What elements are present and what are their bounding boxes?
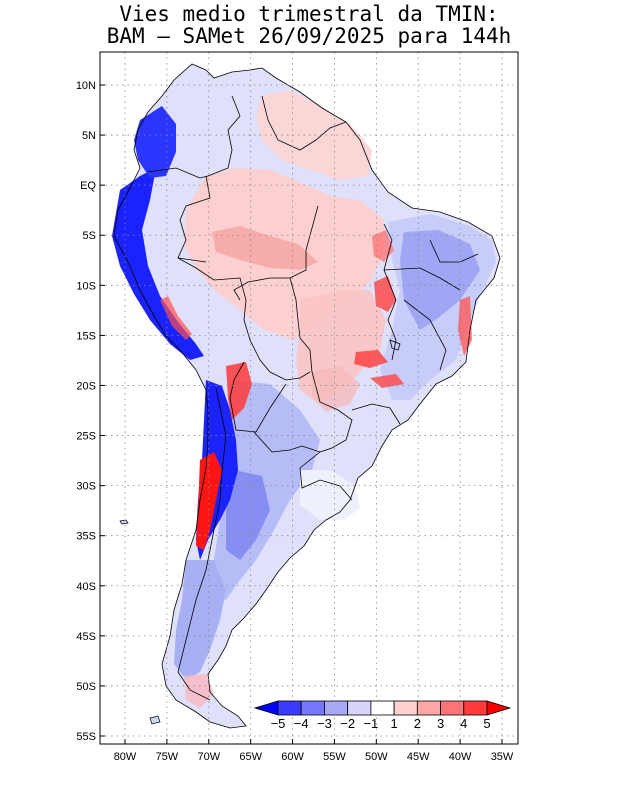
lat-tick-label: 45S [76,631,96,643]
lon-tick-label: 40W [449,751,472,763]
colorbar-swatch [393,700,418,716]
colorbar-label: 1 [390,716,397,731]
lon-tick-label: 45W [407,751,430,763]
graticule-grid [100,52,518,744]
lon-tick-label: 55W [323,751,346,763]
argentina-cold-core [226,470,270,560]
colorbar-label: −1 [363,716,378,731]
lat-tick-label: 20S [76,380,96,392]
lon-tick-label: 80W [114,751,137,763]
patagonia-cold-region [174,560,226,680]
colorbar-label: −3 [317,716,332,731]
warm-strip-minas [370,374,404,388]
colorbar-swatch [370,700,395,716]
map-frame [99,51,519,745]
colorbar-label: −4 [294,716,309,731]
lon-tick-label: 60W [281,751,304,763]
lon-tick-label: 65W [239,751,262,763]
colorbar-label: 3 [437,716,444,731]
islands [119,519,161,725]
andes-warm-altiplano [226,362,252,420]
colorbar-swatch [300,700,325,716]
colorbar: −5 −4 −3 −2 −1 1 2 3 4 5 [253,700,512,731]
colorbar-label: 2 [414,716,421,731]
lon-tick-label: 75W [156,751,179,763]
andes-cold-north [112,168,204,360]
guiana-warm-region [256,90,372,180]
lat-tick-label: 25S [76,431,96,443]
east-brazil-cold-core [400,230,480,330]
colorbar-swatch [277,700,302,716]
colorbar-swatch [416,700,441,716]
map-content [112,63,501,729]
colorbar-swatch [347,700,372,716]
colorbar-swatch [440,700,465,716]
colorbar-swatch [324,700,349,716]
lon-tick-label: 35W [491,751,514,763]
lat-tick-label: 5N [82,130,96,142]
lat-tick-label: 15S [76,330,96,342]
axis-ticks: 80W 75W 70W 65W 60W 55W 50W 45W 40W 35W 10N 5N EQ 5S 1… [76,80,514,763]
lat-tick-label: 55S [76,731,96,743]
colorbar-label: 5 [483,716,490,731]
amazon-warm-core [212,226,318,270]
colorbar-max-arrow [486,700,512,716]
map-title-line1: Vies medio trimestral da TMIN: [119,2,499,26]
lat-tick-label: EQ [80,180,96,192]
colorbar-min-arrow [253,700,279,716]
colorbar-label: 4 [460,716,467,731]
warm-strip-cerrado [374,276,396,312]
lat-tick-label: 40S [76,581,96,593]
lat-tick-label: 30S [76,481,96,493]
warm-strip-southeast [354,350,388,368]
peru-warm-spots [160,296,192,340]
lat-tick-label: 10N [76,80,96,92]
lat-tick-label: 50S [76,681,96,693]
lat-tick-label: 10S [76,280,96,292]
lat-tick-label: 35S [76,531,96,543]
parana-warm-region [312,366,360,412]
lat-tick-label: 5S [83,230,96,242]
lon-tick-label: 70W [197,751,220,763]
colorbar-swatch [463,700,488,716]
political-borders [113,63,501,729]
andes-warm-chile [196,452,222,550]
patagonia-warm-region [184,674,214,708]
lon-tick-label: 50W [365,751,388,763]
andes-cold-colombia [134,106,176,178]
colorbar-label: −2 [340,716,355,731]
colorbar-label: −5 [271,716,286,731]
map-title-line2: BAM – SAMet 26/09/2025 para 144h [106,24,512,48]
